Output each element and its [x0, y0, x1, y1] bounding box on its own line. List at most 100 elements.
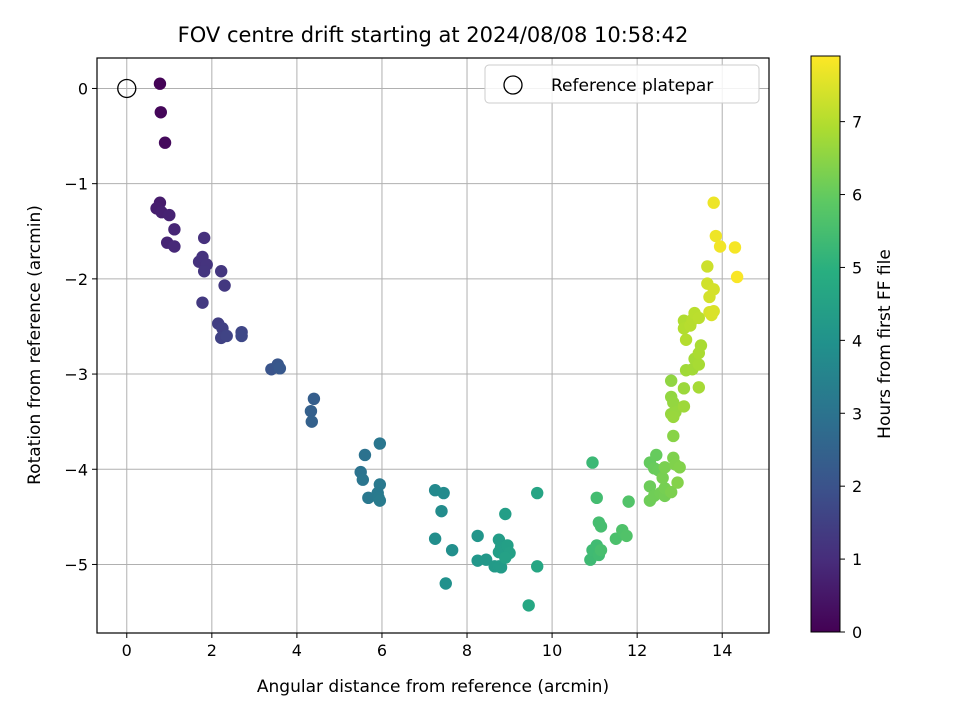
data-point — [153, 77, 167, 90]
x-tick-label: 0 — [122, 641, 132, 660]
data-point — [373, 437, 387, 450]
data-point — [168, 223, 181, 236]
data-point — [590, 491, 603, 505]
x-tick-label: 8 — [462, 641, 472, 660]
colorbar: 0 1 2 3 4 5 6 7 Hours from first FF file — [810, 55, 895, 642]
colorbar-gradient — [810, 55, 841, 633]
x-tick-label: 6 — [377, 641, 387, 660]
x-tick-label: 4 — [292, 641, 302, 660]
data-point — [163, 208, 176, 222]
data-point — [677, 382, 691, 395]
data-point — [622, 495, 635, 508]
data-point — [197, 265, 211, 278]
data-point — [235, 329, 248, 343]
data-point — [479, 553, 493, 566]
data-point — [667, 396, 680, 409]
data-point — [445, 543, 459, 557]
data-point — [428, 532, 442, 545]
y-tick-label: −4 — [64, 460, 88, 479]
data-point — [358, 448, 372, 462]
data-point — [673, 461, 686, 474]
data-point — [707, 305, 720, 318]
data-point — [707, 196, 720, 209]
data-point — [609, 532, 623, 545]
data-point — [667, 429, 680, 443]
data-point — [439, 577, 452, 590]
data-point — [664, 374, 678, 387]
chart-title: FOV centre drift starting at 2024/08/08 … — [178, 23, 689, 47]
grid-lines — [97, 58, 769, 633]
axes: 0 2 4 6 8 10 12 14 0 −1 −2 −3 −4 −5 — [64, 78, 732, 660]
colorbar-tick-label: 4 — [852, 331, 862, 350]
data-point — [494, 561, 508, 574]
colorbar-tick-label: 3 — [852, 404, 862, 423]
colorbar-tick-label: 7 — [852, 113, 862, 132]
x-tick-label: 2 — [207, 641, 217, 660]
data-point — [220, 329, 233, 343]
data-point — [650, 448, 663, 462]
data-point — [671, 476, 684, 489]
y-tick-label: −5 — [64, 555, 88, 574]
data-point — [158, 136, 172, 149]
data-point — [437, 486, 450, 500]
legend: Reference platepar — [484, 64, 760, 104]
data-point — [356, 473, 370, 486]
colorbar-tick-label: 5 — [852, 258, 862, 277]
colorbar-tick-label: 2 — [852, 477, 862, 496]
data-point — [154, 106, 167, 119]
x-tick-label: 12 — [627, 641, 647, 660]
data-point — [692, 358, 706, 371]
data-point — [307, 392, 321, 406]
colorbar-label: Hours from first FF file — [875, 249, 895, 439]
data-point — [218, 279, 231, 292]
data-point — [499, 507, 512, 521]
y-tick-label: −1 — [64, 175, 88, 194]
x-axis-label: Angular distance from reference (arcmin) — [257, 677, 609, 697]
data-point — [586, 456, 599, 469]
legend-label: Reference platepar — [551, 76, 713, 96]
scatter-points — [150, 77, 744, 612]
colorbar-tick-label: 0 — [852, 623, 862, 642]
data-point — [531, 560, 544, 573]
data-point — [713, 240, 727, 253]
data-point — [692, 346, 706, 360]
colorbar-tick-label: 6 — [852, 186, 862, 205]
data-point — [643, 480, 657, 493]
data-point — [707, 283, 720, 296]
data-point — [168, 240, 181, 253]
data-point — [679, 333, 693, 346]
data-point — [692, 311, 706, 325]
data-point — [196, 296, 209, 309]
data-point — [214, 265, 228, 278]
data-point — [362, 491, 375, 505]
data-point — [373, 494, 387, 507]
y-axis-label: Rotation from reference (arcmin) — [25, 205, 45, 485]
data-point — [658, 461, 671, 474]
data-point — [594, 520, 608, 533]
data-point — [594, 543, 608, 557]
data-point — [499, 551, 512, 564]
data-point — [692, 381, 706, 394]
legend-marker — [503, 75, 523, 95]
y-tick-label: 0 — [78, 79, 88, 98]
data-point — [531, 486, 544, 500]
data-point — [677, 400, 691, 413]
x-tick-label: 14 — [712, 641, 732, 660]
data-point — [435, 504, 448, 518]
data-point — [701, 260, 714, 273]
data-point — [664, 485, 678, 499]
data-point — [305, 415, 318, 428]
colorbar-ticks: 0 1 2 3 4 5 6 7 — [840, 113, 862, 642]
data-point — [273, 362, 287, 375]
data-point — [471, 529, 484, 543]
y-tick-label: −2 — [64, 270, 88, 289]
data-point — [197, 231, 211, 245]
data-point — [728, 241, 742, 254]
data-point — [730, 270, 744, 284]
x-tick-label: 10 — [542, 641, 562, 660]
data-point — [620, 529, 633, 543]
legend-box — [484, 64, 760, 104]
data-point — [667, 410, 680, 424]
data-point — [656, 471, 669, 485]
